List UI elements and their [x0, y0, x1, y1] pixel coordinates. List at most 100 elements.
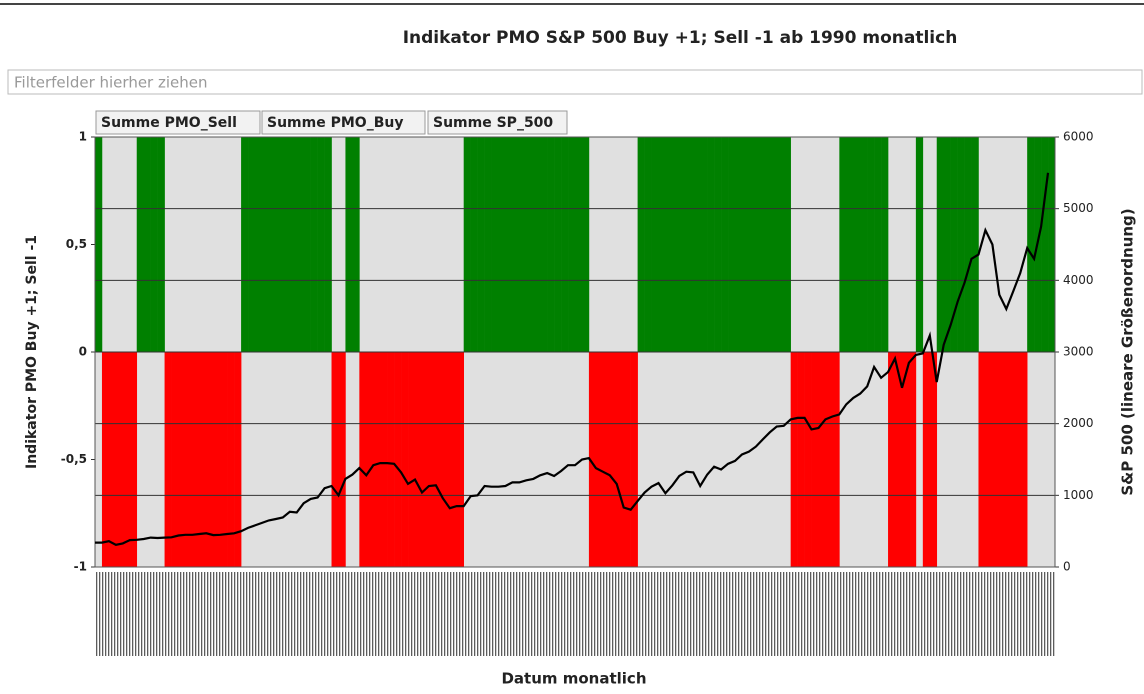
signal-bar	[797, 352, 805, 567]
legend-button	[95, 110, 261, 135]
signal-bar	[324, 137, 332, 352]
filter-box[interactable]	[7, 69, 1143, 95]
signal-bar	[373, 352, 381, 567]
signal-bar	[929, 352, 938, 567]
signal-bar	[421, 352, 430, 567]
signal-bar	[512, 137, 520, 352]
bars	[95, 137, 1056, 567]
signal-bar	[1006, 352, 1014, 567]
signal-bar	[185, 352, 193, 567]
y-tick-label: -0,5	[61, 452, 87, 466]
signal-bar	[936, 137, 944, 352]
signal-bar	[776, 137, 784, 352]
signal-bar	[554, 137, 562, 352]
legend-button	[427, 110, 568, 135]
signal-bar	[192, 352, 200, 567]
signal-bar	[644, 137, 652, 352]
signal-bar	[714, 137, 722, 352]
signal-bar	[992, 352, 1000, 567]
signal-bar	[268, 137, 277, 352]
signal-bar	[693, 137, 701, 352]
signal-bar	[408, 352, 416, 567]
signal-bar	[881, 137, 889, 352]
signal-bar	[561, 137, 569, 352]
signal-bar	[498, 137, 506, 352]
signal-bar	[860, 137, 868, 352]
signal-bar	[602, 352, 611, 567]
signal-bar	[428, 352, 437, 567]
y-tick-label: 0,5	[66, 237, 87, 251]
signal-bar	[101, 352, 110, 567]
sp500-line	[95, 172, 1050, 546]
chart-title: Indikator PMO S&P 500 Buy +1; Sell -1 ab…	[403, 28, 958, 48]
y2-tick-label: 2000	[1063, 416, 1094, 430]
signal-bar	[721, 137, 729, 352]
signal-bar	[755, 137, 764, 352]
legend-label[interactable]: Summe PMO_Buy	[267, 115, 403, 131]
signal-bar	[456, 352, 464, 567]
signal-bar	[345, 137, 353, 352]
signal-bar	[700, 137, 708, 352]
y2-tick-label: 0	[1063, 560, 1071, 574]
signal-bar	[999, 352, 1007, 567]
signal-bar	[867, 137, 875, 352]
signal-bar	[352, 137, 360, 352]
signal-bar	[164, 352, 172, 567]
signal-bar	[401, 352, 409, 567]
signal-bar	[581, 137, 590, 352]
signal-bar	[317, 137, 325, 352]
signal-bar	[136, 137, 144, 352]
signal-bar	[575, 137, 583, 352]
signal-bar	[540, 137, 548, 352]
signal-bar	[241, 137, 249, 352]
signal-bar	[957, 137, 965, 352]
signal-bar	[310, 137, 318, 352]
signal-bar	[769, 137, 778, 352]
signal-bar	[1041, 137, 1049, 352]
signal-bar	[895, 352, 903, 567]
signal-bar	[637, 137, 645, 352]
signal-bar	[811, 352, 819, 567]
signal-bar	[213, 352, 221, 567]
legend-button	[261, 110, 426, 135]
y2-tick-label: 3000	[1063, 345, 1094, 359]
signal-bar	[331, 352, 339, 567]
signal-bar	[762, 137, 771, 352]
signal-bar	[220, 352, 228, 567]
signal-bar	[296, 137, 304, 352]
signal-bar	[915, 137, 924, 352]
signal-bar	[832, 352, 840, 567]
signal-bar	[435, 352, 444, 567]
y-tick-label: 0	[79, 345, 87, 359]
signal-bar	[679, 137, 687, 352]
signal-bar	[1020, 352, 1028, 567]
signal-bar	[526, 137, 534, 352]
signal-bar	[588, 352, 597, 567]
signal-bar	[672, 137, 680, 352]
signal-bar	[380, 352, 388, 567]
legend-label[interactable]: Summe PMO_Sell	[101, 115, 237, 131]
signal-bar	[115, 352, 124, 567]
signal-bar	[978, 352, 986, 567]
signal-bar	[289, 137, 298, 352]
signal-bar	[595, 352, 604, 567]
signal-bar	[846, 137, 854, 352]
signal-bar	[463, 137, 471, 352]
y2-tick-label: 6000	[1063, 130, 1094, 144]
signal-bar	[533, 137, 541, 352]
signal-bar	[818, 352, 826, 567]
signal-bar	[616, 352, 624, 567]
signal-bar	[519, 137, 527, 352]
signal-bar	[415, 352, 423, 567]
signal-bar	[338, 352, 346, 567]
signal-bar	[985, 352, 993, 567]
signal-bar	[922, 352, 931, 567]
signal-bar	[686, 137, 694, 352]
signal-bar	[707, 137, 715, 352]
signal-bar	[442, 352, 451, 567]
signal-bar	[568, 137, 576, 352]
signal-bar	[150, 137, 158, 352]
legend-label[interactable]: Summe SP_500	[433, 115, 553, 131]
y2-axis-title: S&P 500 (lineare Größenordnung)	[1119, 208, 1137, 495]
